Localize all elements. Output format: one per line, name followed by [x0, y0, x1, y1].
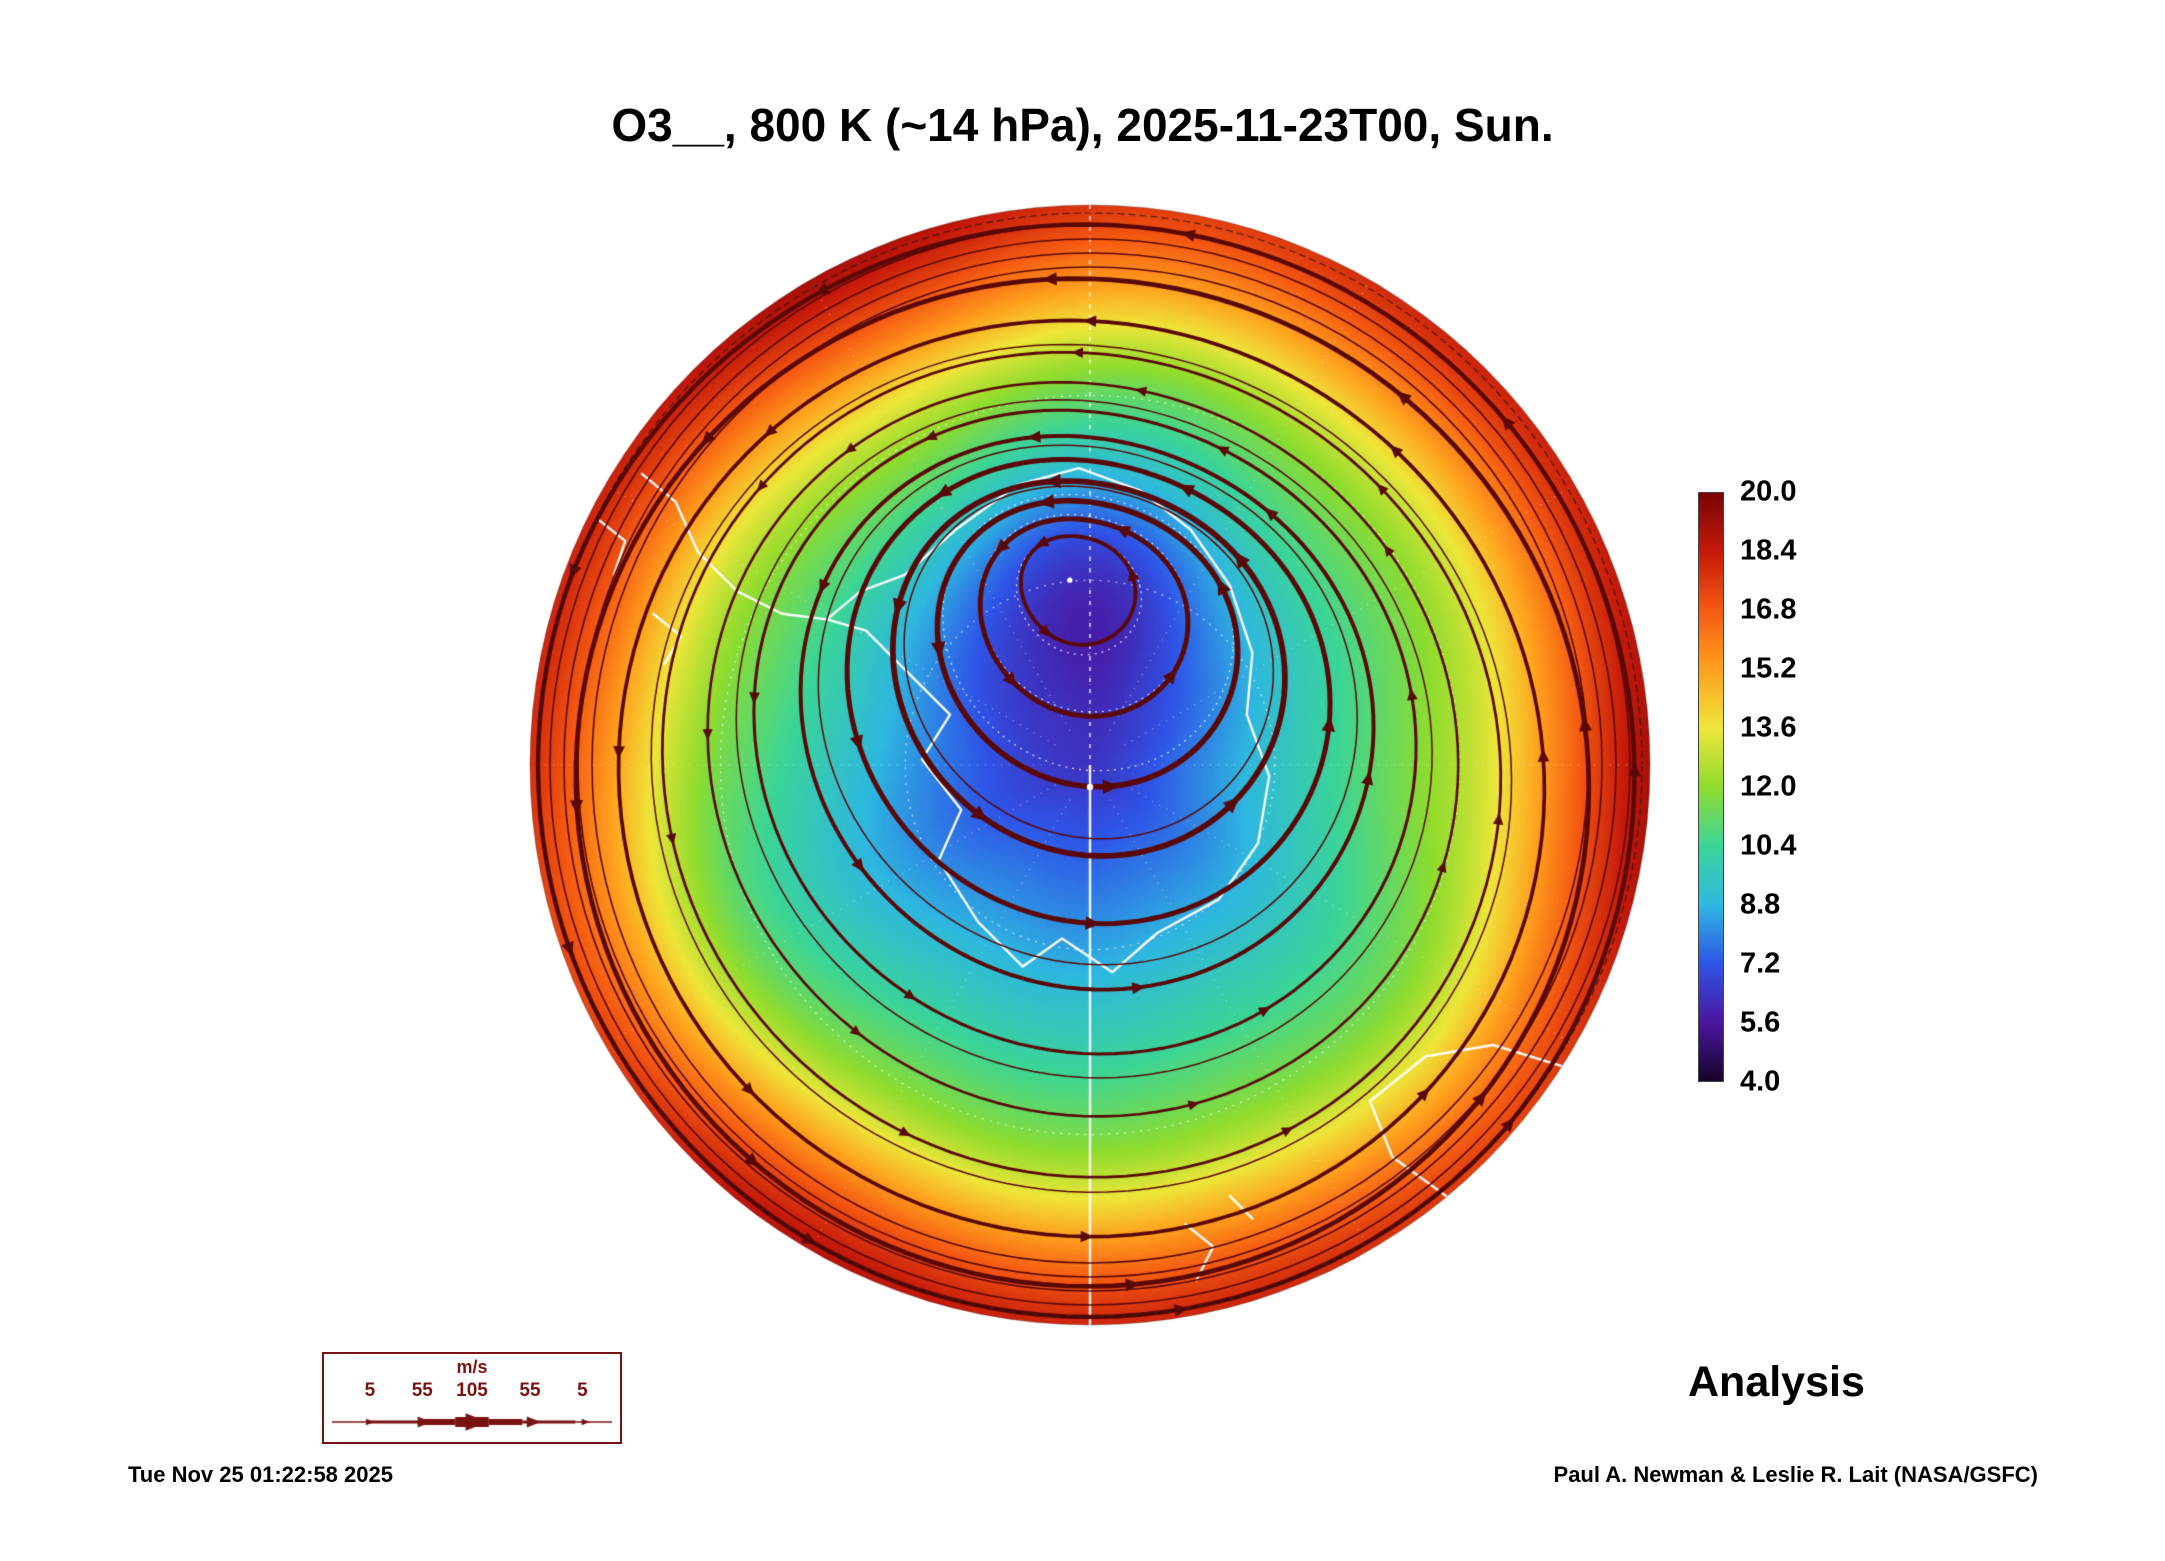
colorbar-tick: 18.4	[1740, 534, 1797, 567]
colorbar-gradient	[1698, 492, 1724, 1082]
wind-speed-label: 5	[364, 1380, 376, 1401]
wind-unit-label: m/s	[456, 1357, 488, 1377]
colorbar-tick-labels: 20.0 18.4 16.8 15.2 13.6 12.0 10.4 8.8 7.2 5.6 4.0	[1740, 476, 1910, 1098]
colorbar-tick: 4.0	[1740, 1065, 1781, 1098]
colorbar-tick: 7.2	[1740, 947, 1781, 980]
colorbar-tick: 10.4	[1740, 829, 1797, 862]
colorbar-tick: 13.6	[1740, 711, 1797, 744]
wind-speed-label: 105	[456, 1380, 488, 1401]
colorbar-tick: 12.0	[1740, 770, 1797, 803]
colorbar: 20.0 18.4 16.8 15.2 13.6 12.0 10.4 8.8 7.2 5.6 4.0	[1698, 476, 1918, 1098]
wind-speed-label: 55	[411, 1380, 433, 1401]
wind-speed-labels: 5 55 105 55 5	[334, 1380, 610, 1401]
colorbar-tick: 8.8	[1740, 888, 1781, 921]
colorbar-tick: 15.2	[1740, 652, 1797, 685]
credit-line: Paul A. Newman & Leslie R. Lait (NASA/GS…	[1553, 1462, 2038, 1487]
polar-map-canvas	[515, 190, 1665, 1340]
colorbar-tick: 16.8	[1740, 593, 1797, 626]
wind-speed-legend: m/s 5 55 105 55 5	[322, 1352, 622, 1444]
colorbar-tick: 5.6	[1740, 1006, 1781, 1039]
analysis-label: Analysis	[1688, 1358, 1865, 1406]
wind-arrow-glyph	[332, 1404, 612, 1440]
wind-speed-label: 5	[577, 1380, 588, 1401]
generation-timestamp: Tue Nov 25 01:22:58 2025	[128, 1462, 393, 1487]
plot-title: O3__, 800 K (~14 hPa), 2025-11-23T00, Su…	[611, 99, 1554, 151]
colorbar-tick: 20.0	[1740, 475, 1797, 508]
wind-speed-label: 55	[519, 1380, 541, 1401]
